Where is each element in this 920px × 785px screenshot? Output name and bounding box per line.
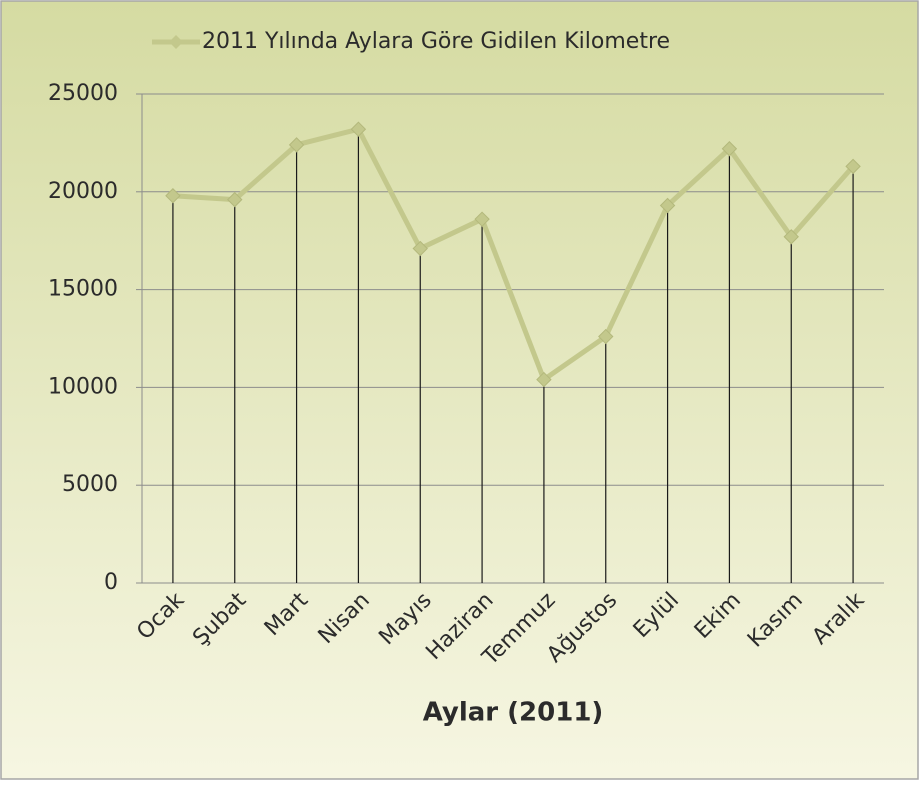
- y-tick-label: 0: [104, 570, 118, 595]
- y-tick-label: 20000: [48, 179, 118, 204]
- legend-marker: [169, 35, 183, 49]
- series-line: [172, 126, 855, 383]
- data-point: [783, 229, 799, 245]
- y-tick-label: 10000: [48, 374, 118, 399]
- y-tick-label: 25000: [48, 81, 118, 106]
- data-point: [165, 188, 181, 204]
- data-point: [536, 371, 552, 388]
- data-point: [845, 158, 861, 175]
- data-point: [598, 328, 614, 345]
- data-point: [412, 240, 428, 257]
- x-axis-title: Aylar (2011): [423, 698, 604, 728]
- data-point: [227, 191, 243, 208]
- y-tick-label: 5000: [62, 472, 118, 497]
- data-point: [350, 121, 367, 137]
- data-point: [474, 211, 490, 227]
- data-point: [659, 197, 676, 214]
- data-point: [288, 137, 305, 153]
- data-point: [721, 141, 738, 157]
- y-tick-label: 15000: [48, 277, 118, 302]
- legend-label: 2011 Yılında Aylara Göre Gidilen Kilomet…: [202, 29, 670, 54]
